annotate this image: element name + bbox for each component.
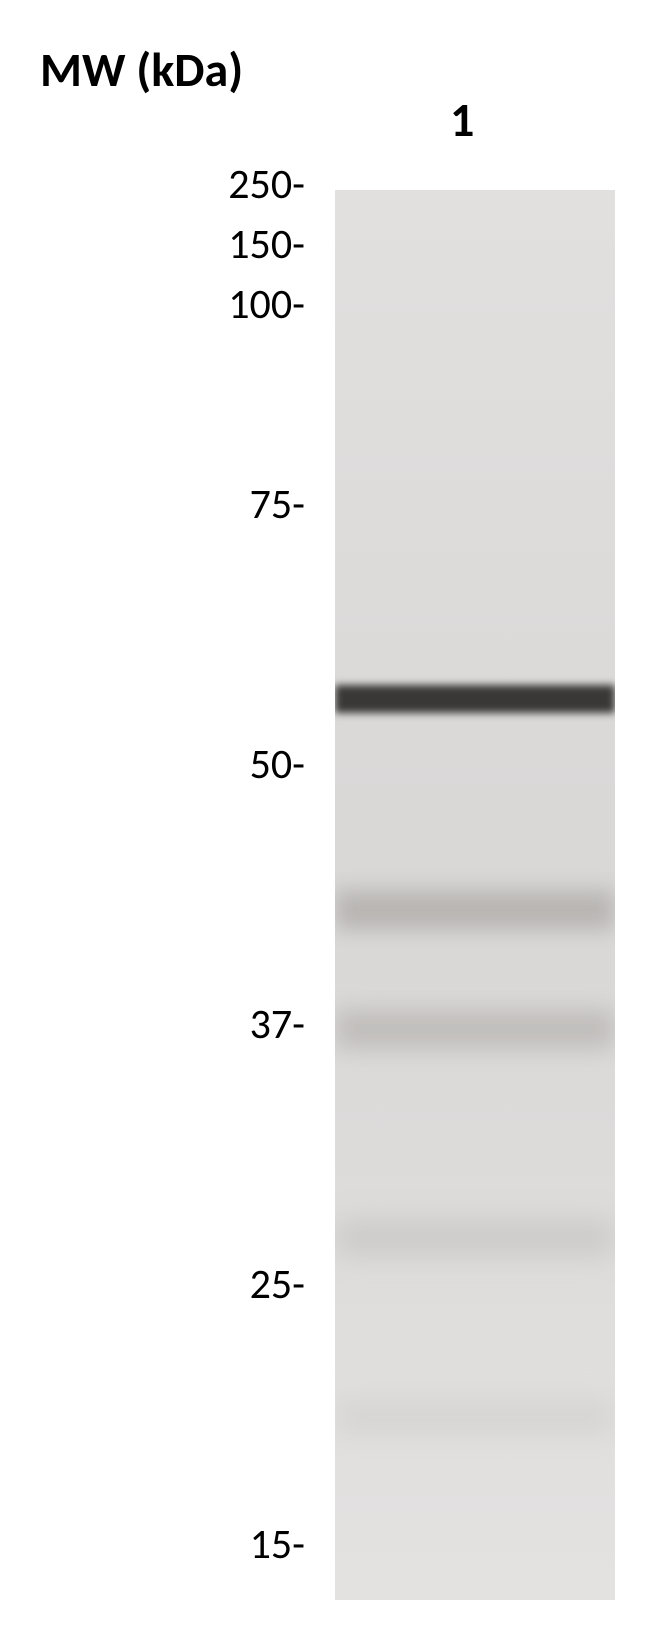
blot-band (335, 890, 615, 930)
blot-band (335, 1220, 615, 1256)
axis-title: MW (kDa) (40, 40, 243, 99)
marker-label: 150- (145, 219, 305, 270)
blot-band (335, 1400, 615, 1434)
marker-label: 75- (145, 479, 305, 530)
marker-label: 37- (145, 999, 305, 1050)
marker-label: 100- (145, 279, 305, 330)
blot-lane (335, 190, 615, 1600)
blot-band (335, 685, 615, 713)
lane-label: 1 (450, 90, 474, 149)
marker-label: 15- (145, 1519, 305, 1570)
marker-label: 25- (145, 1259, 305, 1310)
blot-band (335, 1010, 615, 1048)
marker-label: 250- (145, 159, 305, 210)
marker-label: 50- (145, 739, 305, 790)
